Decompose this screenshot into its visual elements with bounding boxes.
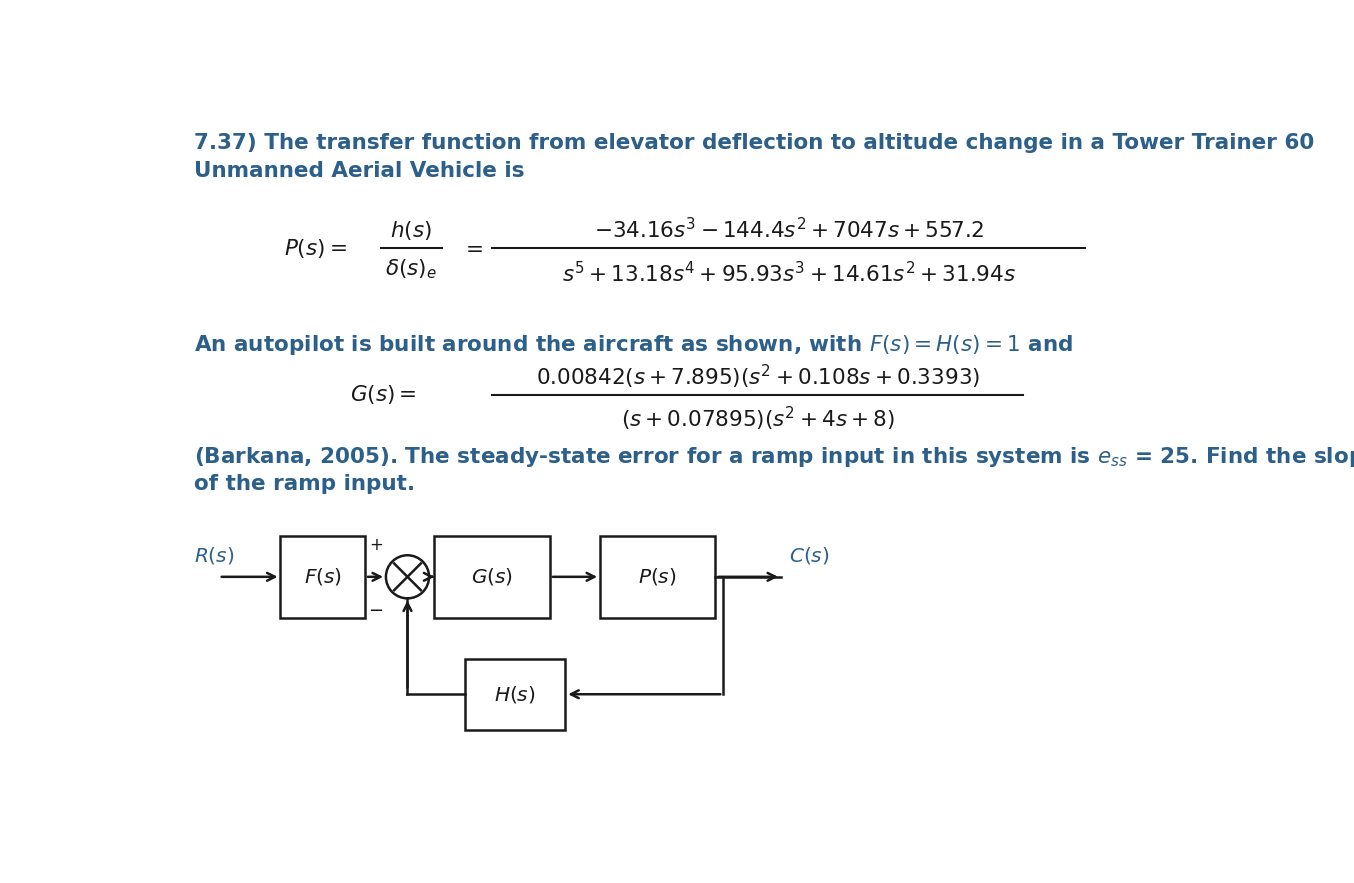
Text: of the ramp input.: of the ramp input. bbox=[194, 474, 416, 494]
Text: $G(s) =$: $G(s) =$ bbox=[349, 383, 416, 406]
Text: $C(s)$: $C(s)$ bbox=[788, 545, 829, 566]
Text: $-34.16s^3 - 144.4s^2 + 7047s + 557.2$: $-34.16s^3 - 144.4s^2 + 7047s + 557.2$ bbox=[594, 216, 983, 242]
Text: $s^5 + 13.18s^4 + 95.93s^3 + 14.61s^2 + 31.94s$: $s^5 + 13.18s^4 + 95.93s^3 + 14.61s^2 + … bbox=[562, 261, 1016, 286]
Text: $P(s) =$: $P(s) =$ bbox=[284, 237, 347, 260]
Text: $h(s)$: $h(s)$ bbox=[390, 219, 432, 242]
Text: $F(s)$: $F(s)$ bbox=[303, 566, 341, 587]
Text: $\delta(s)_e$: $\delta(s)_e$ bbox=[386, 258, 437, 281]
Text: 7.37) The transfer function from elevator deflection to altitude change in a Tow: 7.37) The transfer function from elevato… bbox=[194, 133, 1315, 153]
Text: +: + bbox=[370, 536, 383, 554]
Text: $0.00842(s + 7.895)(s^2 + 0.108s + 0.3393)$: $0.00842(s + 7.895)(s^2 + 0.108s + 0.339… bbox=[536, 363, 980, 391]
Text: (Barkana, 2005). The steady-state error for a ramp input in this system is $e_{s: (Barkana, 2005). The steady-state error … bbox=[194, 445, 1354, 469]
Text: $P(s)$: $P(s)$ bbox=[639, 566, 677, 587]
Text: $=$: $=$ bbox=[462, 238, 483, 259]
Text: Unmanned Aerial Vehicle is: Unmanned Aerial Vehicle is bbox=[194, 162, 525, 181]
Text: $(s + 0.07895)(s^2 + 4s + 8)$: $(s + 0.07895)(s^2 + 4s + 8)$ bbox=[621, 404, 895, 433]
Text: $-$: $-$ bbox=[368, 600, 383, 618]
Text: $R(s)$: $R(s)$ bbox=[194, 545, 234, 566]
Text: An autopilot is built around the aircraft as shown, with $F(s) = H(s) = 1$ and: An autopilot is built around the aircraf… bbox=[194, 333, 1074, 357]
Text: $G(s)$: $G(s)$ bbox=[471, 566, 513, 587]
Text: $H(s)$: $H(s)$ bbox=[494, 683, 536, 705]
